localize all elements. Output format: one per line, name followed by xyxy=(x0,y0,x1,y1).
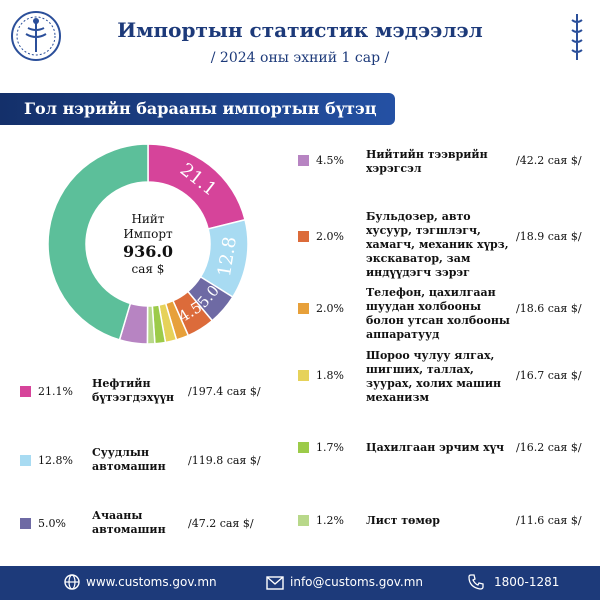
section-banner: Гол нэрийн барааны импортын бүтэц xyxy=(0,93,395,125)
mail-icon xyxy=(266,576,284,590)
donut-slice-label: 12.8 xyxy=(214,235,241,278)
legend-name: Телефон, цахилгаан шуудан холбооны болон… xyxy=(366,286,510,341)
donut-slice xyxy=(186,275,234,322)
legend-amount: /197.4 сая $/ xyxy=(188,385,261,398)
section-title: Гол нэрийн барааны импортын бүтэц xyxy=(24,99,377,118)
phone-number[interactable]: 1800-1281 xyxy=(494,575,560,589)
center-total-value: 936.0 xyxy=(122,242,174,261)
legend-item-electricity: 1.7% Цахилгаан эрчим хүч /16.2 сая $/ xyxy=(298,439,588,463)
donut-slice-label: 5.0 xyxy=(194,282,223,312)
legend-swatch xyxy=(20,455,31,466)
donut-slice xyxy=(118,302,149,345)
legend-percent: 1.8% xyxy=(316,369,344,382)
legend-amount: /119.8 сая $/ xyxy=(188,454,261,467)
legend-item-stone-machinery: 1.8% Шороо чулуу ялгах, шигших, таллах, … xyxy=(298,349,588,411)
legend-name: Ачааны автомашин xyxy=(92,509,166,536)
legend-item-telephone: 2.0% Телефон, цахилгаан шуудан холбооны … xyxy=(298,286,588,344)
legend-percent: 21.1% xyxy=(38,385,73,398)
center-unit: сая $ xyxy=(131,262,165,276)
mongolian-script-icon xyxy=(571,14,583,60)
center-line2: Импорт xyxy=(123,227,173,241)
donut-slice xyxy=(199,218,249,299)
donut-slice xyxy=(146,305,156,345)
center-line1: Нийт xyxy=(131,212,165,226)
legend-item-sheet-iron: 1.2% Лист төмөр /11.6 сая $/ xyxy=(298,512,588,536)
legend-name: Бульдозер, авто хусуур, тэгшлэгч, хамагч… xyxy=(366,210,509,279)
legend-name: Нийтийн тээврийн хэрэгсэл xyxy=(366,148,488,175)
legend-swatch xyxy=(298,515,309,526)
email-link[interactable]: info@customs.gov.mn xyxy=(290,575,424,589)
page-title: Импортын статистик мэдээлэл xyxy=(117,18,483,42)
legend-percent: 4.5% xyxy=(316,154,344,167)
legend-swatch xyxy=(298,442,309,453)
legend-percent: 5.0% xyxy=(38,517,66,530)
legend-amount: /16.7 сая $/ xyxy=(516,369,582,382)
donut-slice-label: 4.5 xyxy=(175,298,205,326)
legend-amount: /42.2 сая $/ xyxy=(516,154,582,167)
legend-percent: 2.0% xyxy=(316,302,344,315)
page-subtitle: / 2024 оны эхний 1 сар / xyxy=(210,50,390,66)
legend-name: Цахилгаан эрчим хүч xyxy=(366,441,505,454)
legend-item-public-transport: 4.5% Нийтийн тээврийн хэрэгсэл /42.2 сая… xyxy=(298,148,588,182)
donut-slice-label: 21.1 xyxy=(176,159,221,200)
footer-bar: www.customs.gov.mn info@customs.gov.mn 1… xyxy=(0,566,600,600)
legend-amount: /16.2 сая $/ xyxy=(516,441,582,454)
legend-item-trucks: 5.0% Ачааны автомашин /47.2 сая $/ xyxy=(20,509,280,545)
legend-amount: /11.6 сая $/ xyxy=(516,514,582,527)
legend-swatch xyxy=(298,155,309,166)
legend-swatch xyxy=(298,231,309,242)
website-link[interactable]: www.customs.gov.mn xyxy=(86,575,217,589)
legend-amount: /47.2 сая $/ xyxy=(188,517,254,530)
legend-swatch xyxy=(20,386,31,397)
legend-swatch xyxy=(298,370,309,381)
donut-slice xyxy=(164,299,190,341)
phone-icon xyxy=(468,574,484,590)
donut-slice xyxy=(171,290,214,337)
globe-icon xyxy=(64,574,80,590)
legend-amount: /18.6 сая $/ xyxy=(516,302,582,315)
legend-amount: /18.9 сая $/ xyxy=(516,230,582,243)
legend-item-bulldozer: 2.0% Бульдозер, авто хусуур, тэгшлэгч, х… xyxy=(298,210,588,279)
donut-slice xyxy=(151,304,167,345)
legend-name: Нефтийн бүтээгдэхүүн xyxy=(92,377,175,404)
legend-percent: 1.7% xyxy=(316,441,344,454)
legend-swatch xyxy=(298,303,309,314)
legend-item-passenger-cars: 12.8% Суудлын автомашин /119.8 сая $/ xyxy=(20,446,280,482)
chart-center-label: Нийт Импорт 936.0 сая $ xyxy=(98,212,198,277)
legend-swatch xyxy=(20,518,31,529)
legend-name: Лист төмөр xyxy=(366,514,440,527)
legend-name: Шороо чулуу ялгах, шигших, таллах, зуура… xyxy=(366,349,502,404)
legend-name: Суудлын автомашин xyxy=(92,446,166,473)
donut-slice xyxy=(157,302,178,344)
legend-item-petroleum: 21.1% Нефтийн бүтээгдэхүүн /197.4 сая $/ xyxy=(20,377,280,413)
customs-logo xyxy=(11,11,61,61)
legend-percent: 12.8% xyxy=(38,454,73,467)
legend-percent: 1.2% xyxy=(316,514,344,527)
legend-percent: 2.0% xyxy=(316,230,344,243)
